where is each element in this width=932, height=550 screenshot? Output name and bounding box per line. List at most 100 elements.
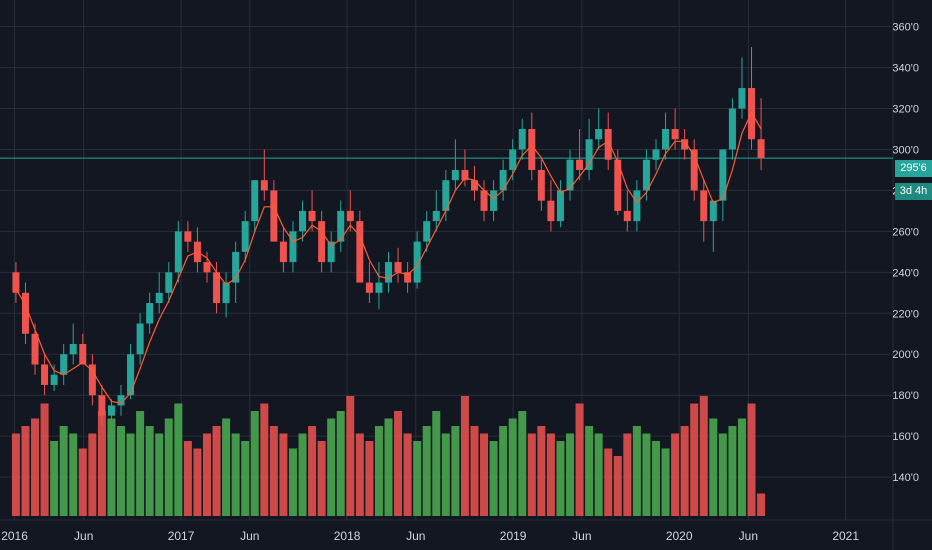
volume-bar <box>260 403 269 516</box>
candle-body[interactable] <box>585 139 593 170</box>
y-tick-label: 300'0 <box>892 144 919 156</box>
candle-body[interactable] <box>174 231 182 273</box>
candle-body[interactable] <box>451 169 459 181</box>
candle-body[interactable] <box>69 344 77 355</box>
candle-body[interactable] <box>88 364 96 396</box>
candle-body[interactable] <box>318 221 326 263</box>
candle-body[interactable] <box>509 149 517 170</box>
candle-body[interactable] <box>576 159 584 170</box>
candle-body[interactable] <box>556 190 564 222</box>
candle-body[interactable] <box>652 149 660 160</box>
candle-body[interactable] <box>251 180 259 222</box>
candle-body[interactable] <box>757 139 765 159</box>
candle-body[interactable] <box>299 210 307 232</box>
candle-body[interactable] <box>346 210 354 222</box>
volume-bar <box>757 493 766 516</box>
volume-bar <box>269 426 278 516</box>
volume-bar <box>585 426 594 516</box>
candle-body[interactable] <box>107 405 115 416</box>
moving-average-path <box>15 111 762 405</box>
candle-body[interactable] <box>308 210 316 222</box>
candle-body[interactable] <box>31 333 39 365</box>
candle-body[interactable] <box>213 272 221 304</box>
candle-body[interactable] <box>60 354 68 375</box>
candle-body[interactable] <box>604 129 612 160</box>
candle-body[interactable] <box>155 292 163 304</box>
candle-body[interactable] <box>184 231 192 242</box>
candle-body[interactable] <box>404 272 412 283</box>
volume-bar <box>499 426 508 516</box>
candle-body[interactable] <box>41 364 49 385</box>
candle-body[interactable] <box>127 354 135 396</box>
volume-bar <box>231 433 240 516</box>
candle-body[interactable] <box>595 129 603 140</box>
candle-body[interactable] <box>518 129 526 150</box>
candle-body[interactable] <box>222 282 230 304</box>
time-axis[interactable]: 2016 Jun 2017 Jun 2018 Jun 2019 Jun 2020 Jun 2021 <box>1 529 859 543</box>
volume-bar <box>59 426 68 516</box>
candle-body[interactable] <box>681 139 689 150</box>
candle-body[interactable] <box>337 210 345 242</box>
candle-body[interactable] <box>461 169 469 181</box>
candle-body[interactable] <box>79 344 87 365</box>
volume-bar <box>527 433 536 516</box>
candle-body[interactable] <box>413 241 421 283</box>
candle-body[interactable] <box>442 180 450 211</box>
candle-body[interactable] <box>289 231 297 263</box>
candle-body[interactable] <box>394 262 402 273</box>
candlestick-series[interactable] <box>12 47 765 426</box>
candle-body[interactable] <box>719 149 727 201</box>
candle-body[interactable] <box>241 221 249 252</box>
volume-bar <box>594 433 603 516</box>
candle-body[interactable] <box>528 129 536 170</box>
volume-bars <box>11 396 766 516</box>
candle-body[interactable] <box>203 262 211 273</box>
candle-body[interactable] <box>490 190 498 211</box>
volume-bar <box>327 418 336 516</box>
candle-body[interactable] <box>136 323 144 355</box>
candle-body[interactable] <box>117 395 125 406</box>
candle-body[interactable] <box>260 180 268 191</box>
candle-body[interactable] <box>423 221 431 242</box>
y-tick-label: 200'0 <box>892 349 919 361</box>
candle-body[interactable] <box>232 251 240 283</box>
candle-body[interactable] <box>566 159 574 191</box>
y-tick-label: 180'0 <box>892 390 919 402</box>
candle-body[interactable] <box>614 159 622 211</box>
volume-bar <box>518 411 527 516</box>
volume-bar <box>718 433 727 516</box>
candle-body[interactable] <box>470 180 478 191</box>
candle-body[interactable] <box>12 272 20 293</box>
candle-body[interactable] <box>146 303 154 324</box>
candle-body[interactable] <box>365 282 373 293</box>
candle-body[interactable] <box>700 190 708 222</box>
candle-body[interactable] <box>432 210 440 222</box>
candle-body[interactable] <box>738 88 746 109</box>
candle-body[interactable] <box>384 262 392 283</box>
candle-body[interactable] <box>375 282 383 293</box>
candle-body[interactable] <box>165 272 173 293</box>
candle-body[interactable] <box>356 221 364 283</box>
candle-body[interactable] <box>671 129 679 140</box>
candle-body[interactable] <box>690 149 698 191</box>
candle-body[interactable] <box>270 190 278 242</box>
candle-body[interactable] <box>98 395 106 416</box>
candle-body[interactable] <box>537 169 545 201</box>
candle-body[interactable] <box>547 200 555 222</box>
candle-body[interactable] <box>327 241 335 263</box>
candle-body[interactable] <box>279 241 287 263</box>
volume-bar <box>222 418 231 516</box>
volume-bar <box>403 433 412 516</box>
candle-body[interactable] <box>50 374 58 385</box>
candle-body[interactable] <box>480 190 488 211</box>
candle-body[interactable] <box>709 200 717 222</box>
candle-body[interactable] <box>642 159 650 191</box>
candle-body[interactable] <box>662 129 670 150</box>
candle-body[interactable] <box>728 108 736 150</box>
candle-body[interactable] <box>21 292 29 334</box>
volume-bar <box>374 426 383 516</box>
candle-body[interactable] <box>499 169 507 191</box>
candle-body[interactable] <box>623 210 631 222</box>
candle-body[interactable] <box>633 190 641 222</box>
